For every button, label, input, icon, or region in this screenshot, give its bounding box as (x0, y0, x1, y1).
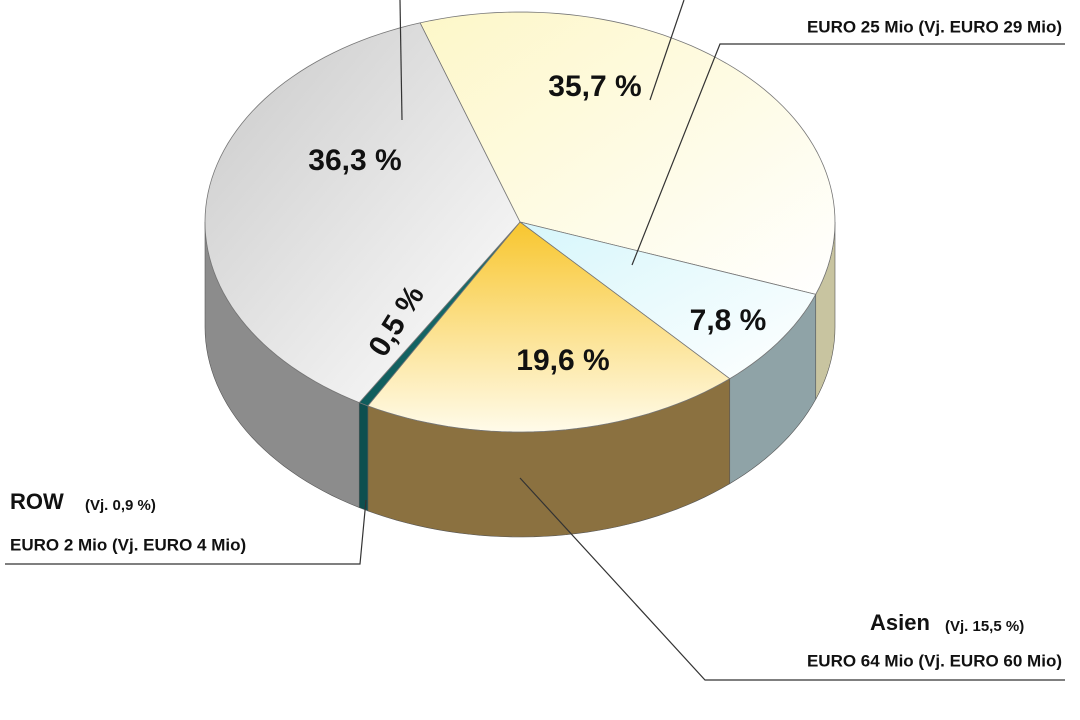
pointer-line (5, 499, 367, 565)
pointers (5, 0, 1065, 681)
slice (519, 221, 817, 380)
pie-tops (204, 11, 836, 433)
value-label: 35,7 % (548, 70, 641, 103)
value-label: 7,8 % (690, 304, 767, 337)
callout-name: Asien (870, 610, 930, 635)
callout-previous: (Vj. 0,9 %) (85, 497, 156, 514)
value-label: 19,6 % (516, 344, 609, 377)
pie-sides (204, 221, 836, 538)
callout-previous: (Vj. 15,5 %) (945, 618, 1024, 635)
pointer-line (649, 0, 685, 101)
slice (204, 22, 521, 404)
value-label: 36,3 % (308, 144, 401, 177)
callout-amount: EURO 25 Mio (Vj. EURO 29 Mio) (807, 17, 1062, 36)
slice (419, 11, 836, 295)
callout-amount: EURO 2 Mio (Vj. EURO 4 Mio) (10, 535, 246, 554)
callout-amount: EURO 64 Mio (Vj. EURO 60 Mio) (807, 651, 1062, 670)
callouts: EURO 25 Mio (Vj. EURO 29 Mio) ROW (Vj. 0… (10, 17, 1062, 670)
pointer-line (399, 0, 403, 121)
pointer-line (519, 477, 1065, 681)
pointer-line (631, 43, 1065, 266)
slice-side (358, 402, 369, 512)
slice (367, 221, 731, 433)
callout-name: ROW (10, 489, 64, 514)
